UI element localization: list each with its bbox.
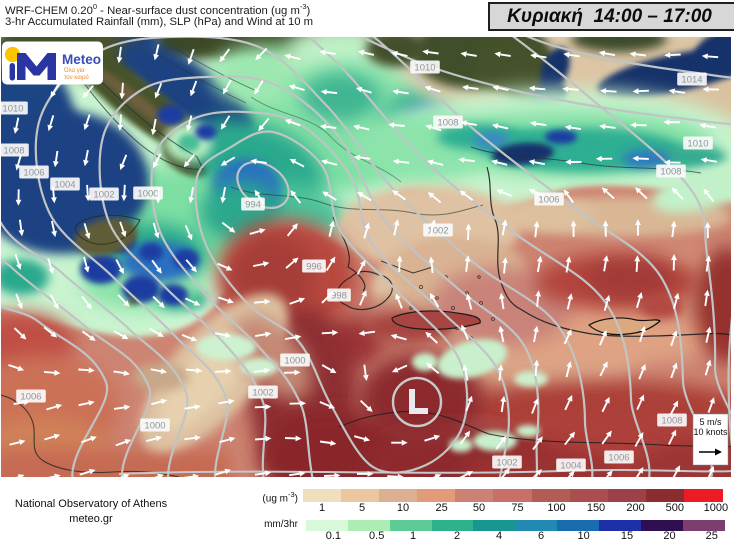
svg-text:998: 998 [331, 291, 347, 302]
svg-text:1000: 1000 [144, 421, 165, 432]
svg-text:994: 994 [245, 200, 261, 211]
svg-text:1000: 1000 [284, 356, 305, 367]
svg-text:1004: 1004 [560, 461, 581, 472]
svg-text:996: 996 [306, 262, 322, 273]
svg-text:1000: 1000 [137, 189, 158, 200]
svg-text:Όλα για: Όλα για [63, 68, 85, 74]
svg-text:1008: 1008 [661, 416, 682, 427]
svg-text:1002: 1002 [496, 458, 517, 469]
svg-text:1002: 1002 [427, 226, 448, 237]
svg-text:1008: 1008 [3, 146, 24, 157]
svg-text:1010: 1010 [414, 63, 435, 74]
svg-text:1014: 1014 [681, 75, 702, 86]
svg-text:1006: 1006 [608, 453, 629, 464]
svg-text:1008: 1008 [437, 118, 458, 129]
svg-text:1008: 1008 [660, 167, 681, 178]
svg-text:10 knots: 10 knots [693, 427, 728, 437]
svg-text:1010: 1010 [687, 139, 708, 150]
svg-text:1006: 1006 [20, 392, 41, 403]
svg-text:1006: 1006 [23, 168, 44, 179]
svg-text:1004: 1004 [54, 180, 75, 191]
svg-text:Meteo: Meteo [62, 52, 101, 67]
svg-text:1006: 1006 [538, 195, 559, 206]
svg-text:5 m/s: 5 m/s [699, 417, 722, 427]
svg-text:τον καιρό: τον καιρό [64, 74, 89, 81]
svg-text:1010: 1010 [2, 104, 23, 115]
svg-text:1002: 1002 [93, 190, 114, 201]
svg-text:1002: 1002 [252, 388, 273, 399]
